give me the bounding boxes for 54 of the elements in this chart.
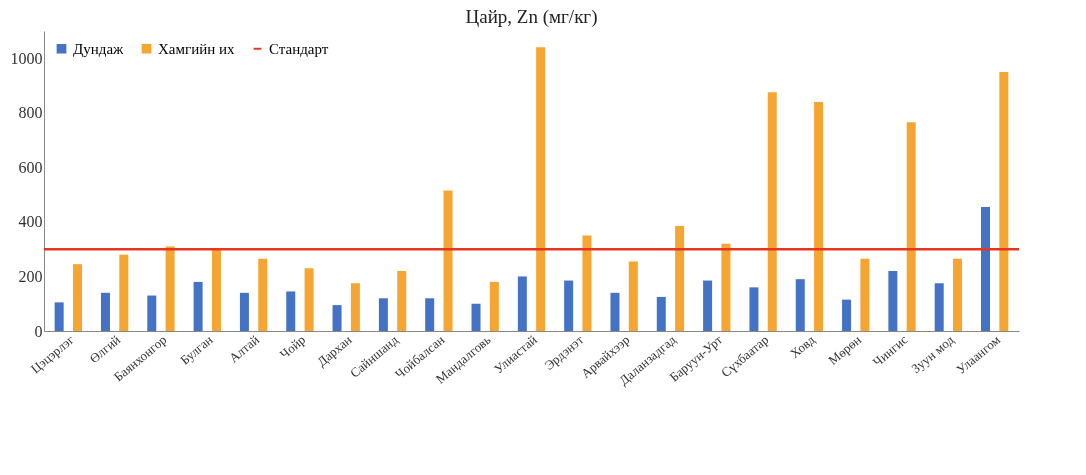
bar (72, 264, 82, 331)
bar (888, 271, 898, 331)
bar (767, 92, 777, 331)
bar (656, 296, 666, 331)
bar (100, 292, 110, 331)
bar (749, 287, 759, 331)
bar (628, 261, 638, 331)
bar (981, 206, 991, 331)
y-tick-label: 600 (18, 158, 43, 176)
bar (425, 298, 435, 331)
bar (703, 280, 713, 331)
y-tick-label: 0 (34, 322, 43, 340)
y-tick-label: 800 (18, 104, 43, 122)
bar (119, 254, 129, 331)
bar (814, 101, 824, 331)
bar (443, 190, 453, 331)
bar (934, 283, 944, 331)
bar (147, 295, 157, 331)
bar (258, 258, 268, 331)
bar (489, 281, 499, 331)
bar (842, 299, 852, 331)
bar (721, 243, 731, 331)
y-tick-label: 200 (18, 267, 43, 285)
bar (860, 258, 870, 331)
bar (471, 303, 481, 331)
bar (54, 302, 64, 331)
bar (517, 276, 527, 331)
bar (953, 258, 963, 331)
legend-label: Стандарт (269, 40, 329, 57)
legend-label: Дундаж (73, 40, 125, 57)
bar (193, 281, 203, 331)
bar (165, 246, 175, 331)
bar (304, 268, 314, 331)
y-tick-label: 1000 (10, 49, 43, 67)
legend-label: Хамгийн их (158, 40, 235, 57)
x-tick-label: Чойр (276, 331, 309, 362)
bar (795, 279, 805, 331)
bar (582, 235, 592, 331)
bar (397, 271, 407, 331)
bar (378, 298, 388, 331)
bar (332, 305, 342, 331)
x-tick-label: Ховд (787, 331, 819, 362)
bar (564, 280, 574, 331)
y-tick-label: 400 (18, 213, 43, 231)
bar (675, 226, 685, 331)
bar (906, 122, 916, 331)
bar (999, 71, 1009, 331)
bar (286, 291, 296, 331)
bar (211, 249, 221, 331)
bar (350, 283, 360, 331)
chart-title: Цайр, Zn (мг/кг) (465, 6, 598, 28)
bar (536, 47, 546, 331)
bar (610, 292, 620, 331)
bar (239, 292, 249, 331)
